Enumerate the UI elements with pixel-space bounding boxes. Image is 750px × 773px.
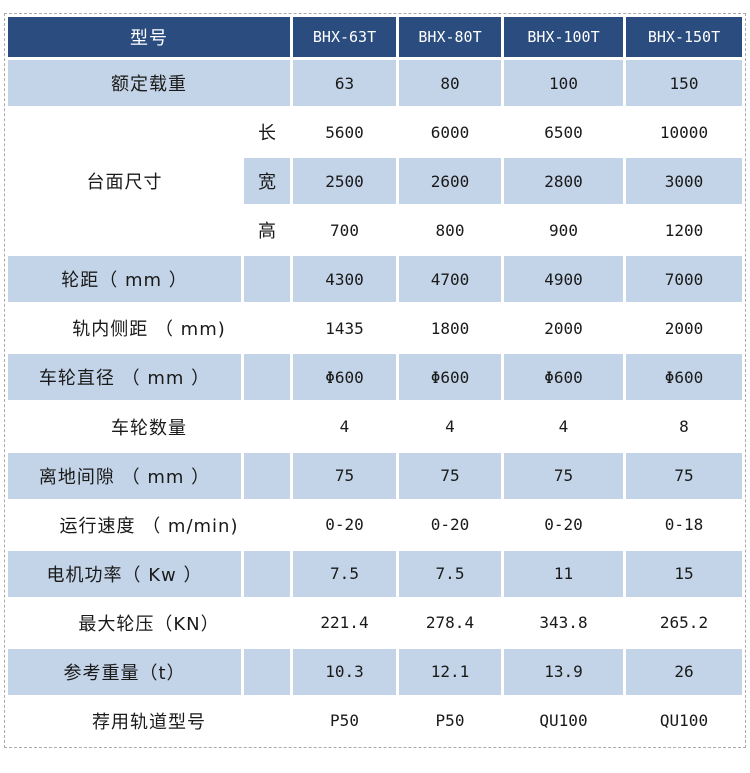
value-cell: 265.2 (659, 613, 709, 633)
model-header-cell: BHX-150T (626, 17, 742, 58)
value-cell: 2000 (664, 318, 704, 338)
table-row: 最大轮压（KN） 221.4 278.4 343.8 265.2 (8, 600, 742, 646)
value-cell: Φ600 (626, 354, 742, 401)
value-cell: 2500 (293, 158, 396, 205)
row-label-motor-power: 电机功率（ Kw ） (8, 550, 241, 597)
row-label-ground-clearance: 离地间隙 （ mm ） (8, 452, 241, 499)
value-cell: 63 (293, 60, 396, 107)
table-row: 宽 2500 2600 2800 3000 (8, 158, 742, 205)
value-cell: 10000 (659, 122, 709, 142)
value-cell: 75 (293, 452, 396, 499)
value-cell: 4300 (293, 256, 396, 303)
model-header-cell: BHX-80T (399, 17, 501, 58)
value-cell: 26 (626, 648, 742, 695)
value-cell: 800 (435, 220, 465, 240)
row-label-wheel-count: 车轮数量 (111, 417, 187, 439)
value-cell: 900 (549, 220, 578, 240)
table-row: 荐用轨道型号 P50 P50 QU100 QU100 (8, 698, 742, 744)
row-label-max-wheel-load: 最大轮压（KN） (78, 613, 220, 635)
spacer-cell (244, 550, 290, 597)
value-cell: 1435 (325, 318, 364, 338)
value-cell: QU100 (539, 711, 588, 731)
value-cell: 0-20 (430, 515, 470, 535)
value-cell: 11 (504, 550, 623, 597)
value-cell: 0-20 (544, 515, 583, 535)
value-cell: 4 (445, 417, 455, 437)
value-cell: P50 (435, 711, 465, 731)
spec-table: 型号 BHX-63T BHX-80T BHX-100T BHX-150T 额定载… (5, 14, 745, 747)
value-cell: 2000 (544, 318, 583, 338)
value-cell: 3000 (626, 158, 742, 205)
value-cell: 150 (626, 60, 742, 107)
value-cell: 0-18 (664, 515, 704, 535)
model-header-cell: BHX-63T (293, 17, 396, 58)
value-cell: 700 (330, 220, 359, 240)
value-cell: 13.9 (504, 648, 623, 695)
header-row: 型号 BHX-63T BHX-80T BHX-100T BHX-150T (8, 17, 742, 58)
table-row: 参考重量（t） 10.3 12.1 13.9 26 (8, 648, 742, 695)
table-row: 台面尺寸 长 5600 6000 6500 10000 (8, 109, 742, 194)
sub-row-label-length: 长 (258, 123, 276, 145)
spacer-cell (244, 452, 290, 499)
row-label-wheel-diameter: 车轮直径 （ mm ） (8, 354, 241, 401)
value-cell: 100 (504, 60, 623, 107)
value-cell: 2600 (399, 158, 501, 205)
value-cell: Φ600 (293, 354, 396, 401)
row-label-running-speed: 运行速度 （ m/min) (59, 515, 239, 537)
value-cell: 12.1 (399, 648, 501, 695)
row-label-wheelbase: 轮距（ mm ） (8, 256, 241, 303)
value-cell: 343.8 (539, 613, 588, 633)
value-cell: 10.3 (293, 648, 396, 695)
value-cell: QU100 (659, 711, 709, 731)
table-row: 运行速度 （ m/min) 0-20 0-20 0-20 0-18 (8, 502, 742, 548)
value-cell: 4 (339, 417, 350, 437)
row-label-recommended-rail: 荐用轨道型号 (92, 711, 206, 733)
value-cell: P50 (330, 711, 359, 731)
value-cell: 2800 (504, 158, 623, 205)
table-row: 离地间隙 （ mm ） 75 75 75 75 (8, 452, 742, 499)
value-cell: 1800 (430, 318, 470, 338)
table-row: 轨内侧距 （ mm) 1435 1800 2000 2000 (8, 305, 742, 351)
value-cell: 15 (626, 550, 742, 597)
value-cell: 7.5 (399, 550, 501, 597)
value-cell: 4900 (504, 256, 623, 303)
value-cell: 75 (399, 452, 501, 499)
table-row: 额定载重 63 80 100 150 (8, 60, 742, 107)
sub-row-label-height: 高 (258, 221, 276, 243)
value-cell: 6500 (544, 122, 583, 142)
value-cell: 80 (399, 60, 501, 107)
model-header-cell: BHX-100T (504, 17, 623, 58)
value-cell: 75 (626, 452, 742, 499)
value-cell: 8 (679, 417, 689, 437)
row-label-rail-inner-gauge: 轨内侧距 （ mm) (72, 319, 226, 341)
value-cell: Φ600 (399, 354, 501, 401)
value-cell: 221.4 (320, 613, 369, 633)
value-cell: 1200 (664, 220, 704, 240)
value-cell: 6000 (430, 122, 470, 142)
value-cell: 4700 (399, 256, 501, 303)
sub-row-label-width: 宽 (244, 158, 290, 205)
row-label-platform-size: 台面尺寸 (86, 172, 163, 194)
value-cell: 75 (504, 452, 623, 499)
row-label-reference-weight: 参考重量（t） (8, 648, 241, 695)
spacer-cell (244, 648, 290, 695)
value-cell: 7.5 (293, 550, 396, 597)
value-cell: Φ600 (504, 354, 623, 401)
value-cell: 278.4 (425, 613, 475, 633)
spec-table-frame: 型号 BHX-63T BHX-80T BHX-100T BHX-150T 额定载… (4, 13, 746, 748)
row-label-rated-load: 额定载重 (8, 60, 290, 107)
table-row: 高 700 800 900 1200 (8, 207, 742, 253)
spacer-cell (244, 256, 290, 303)
value-cell: 0-20 (325, 515, 364, 535)
table-row: 车轮直径 （ mm ） Φ600 Φ600 Φ600 Φ600 (8, 354, 742, 401)
spacer-cell (244, 354, 290, 401)
table-row: 电机功率（ Kw ） 7.5 7.5 11 15 (8, 550, 742, 597)
table-row: 轮距（ mm ） 4300 4700 4900 7000 (8, 256, 742, 303)
value-cell: 7000 (626, 256, 742, 303)
value-cell: 5600 (325, 122, 364, 142)
header-model-label: 型号 (8, 17, 290, 58)
value-cell: 4 (558, 417, 569, 437)
table-row: 车轮数量 4 4 4 8 (8, 403, 742, 449)
